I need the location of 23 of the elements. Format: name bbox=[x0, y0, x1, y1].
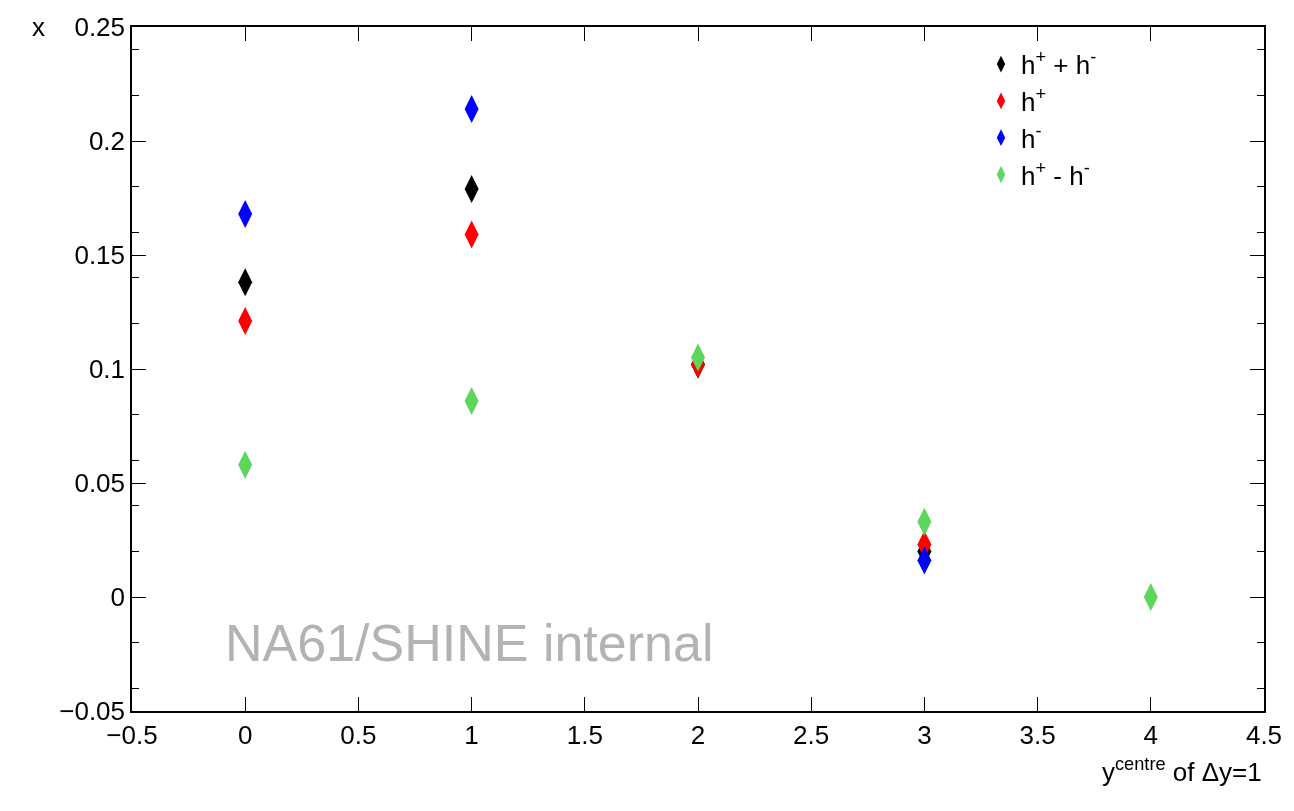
x-axis-title: y$^{centre}$ of Δy=1 bbox=[1102, 754, 1262, 787]
x-tick-label: 0.5 bbox=[340, 719, 377, 750]
y-tick-label: 0.05 bbox=[74, 468, 126, 499]
legend-label: h$^{+}$ bbox=[1021, 84, 1047, 118]
x-tick-label: 0 bbox=[237, 719, 253, 750]
legend-label: h$^{-}$ bbox=[1021, 120, 1042, 154]
x-tick-label: 1.5 bbox=[566, 719, 603, 750]
x-tick-label: 1 bbox=[464, 719, 479, 750]
y-tick-label: 0.2 bbox=[88, 126, 126, 157]
legend-label: h$^{+}$ + h$^{-}$ bbox=[1021, 47, 1097, 81]
x-tick-label: 2 bbox=[690, 719, 706, 750]
x-tick-label: 4 bbox=[1143, 719, 1159, 750]
x-tick-label: 2.5 bbox=[793, 719, 830, 750]
y-tick-label: 0 bbox=[110, 582, 126, 613]
annotation: NA61/SHINE internal bbox=[225, 614, 714, 672]
x-tick-label: 4.5 bbox=[1245, 719, 1283, 750]
y-tick-label: 0.15 bbox=[74, 240, 126, 271]
y-tick-label: 0.25 bbox=[74, 12, 126, 43]
legend-label: h$^{+}$ - h$^{-}$ bbox=[1021, 157, 1090, 191]
y-tick-label: 0.1 bbox=[88, 354, 126, 385]
y-axis-title: x bbox=[32, 12, 45, 42]
x-tick-label: 3.5 bbox=[1019, 719, 1056, 750]
x-tick-label: 3 bbox=[917, 719, 932, 750]
